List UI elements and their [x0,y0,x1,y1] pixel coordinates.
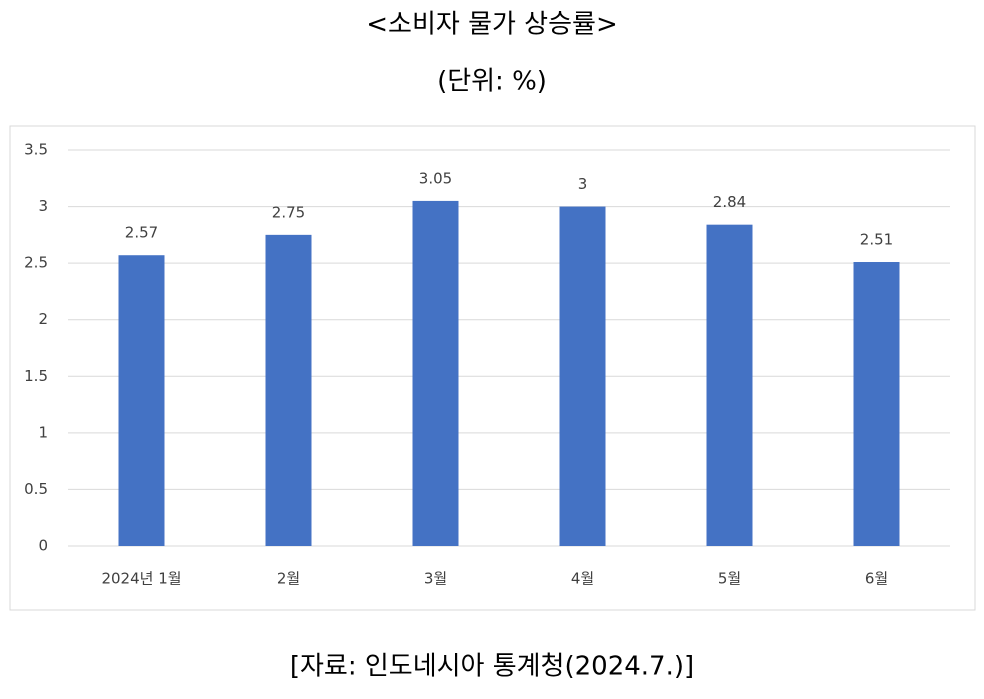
x-tick-label: 4월 [571,570,594,588]
y-tick-label: 2 [38,310,48,328]
x-tick-label: 3월 [424,570,447,588]
y-tick-label: 2.5 [24,254,48,272]
bar [706,224,753,546]
chart-title: <소비자 물가 상승률> [366,10,617,40]
y-tick-label: 3.5 [24,141,48,159]
y-tick-label: 0 [38,537,48,555]
bar [559,206,606,547]
x-tick-label: 2월 [277,570,300,588]
bar [412,200,459,546]
y-tick-label: 1 [38,423,48,441]
data-label: 2.51 [860,231,893,249]
bar [853,262,900,546]
data-label: 2.57 [125,224,158,242]
data-label: 3.05 [419,169,452,187]
data-label: 2.84 [713,193,746,211]
x-tick-label: 5월 [718,570,741,588]
x-tick-label: 2024년 1월 [101,570,181,588]
source-note: [자료: 인도네시아 통계청(2024.7.)] [290,652,694,682]
x-tick-label: 6월 [865,570,888,588]
data-label: 2.75 [272,203,305,221]
data-label: 3 [578,175,588,193]
bar [265,234,312,546]
y-tick-label: 0.5 [24,480,48,498]
y-tick-label: 1.5 [24,367,48,385]
chart-subtitle: (단위: %) [437,67,547,97]
y-tick-label: 3 [38,197,48,215]
bar [118,255,165,547]
